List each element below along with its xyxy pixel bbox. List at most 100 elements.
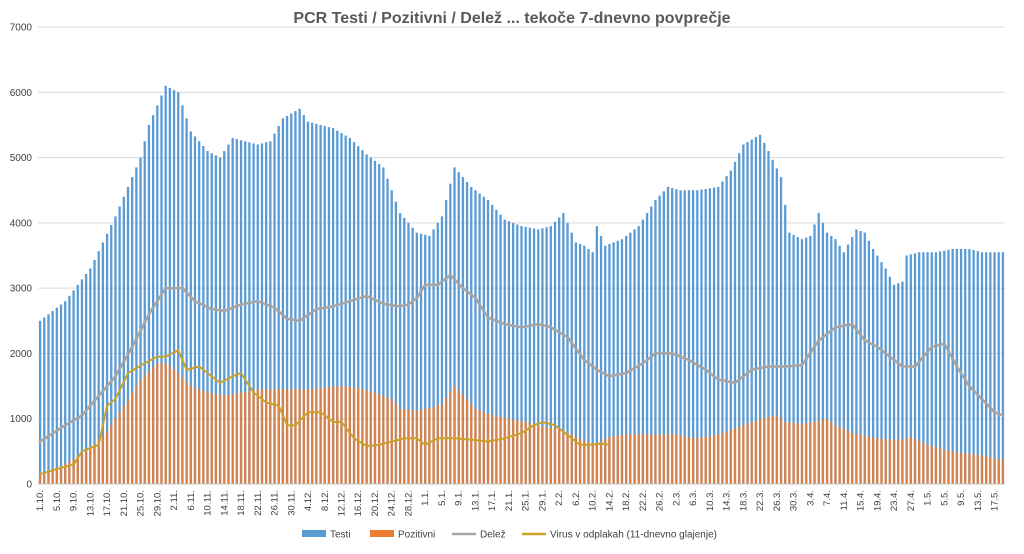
line-delez-point [473, 296, 478, 300]
line-delez-point [205, 305, 210, 309]
legend-item: Delež [452, 530, 506, 541]
line-delez-point [503, 322, 507, 326]
line-delez-point [565, 335, 570, 339]
bar-pozitivni [76, 456, 79, 484]
bar-pozitivni [331, 386, 335, 484]
bar-testi [913, 253, 917, 484]
line-delez-point [720, 378, 725, 382]
bar-pozitivni [210, 393, 213, 484]
bar-pozitivni [708, 436, 712, 484]
bar-testi [93, 259, 96, 484]
bar-pozitivni [357, 388, 360, 484]
line-delez-point [247, 301, 252, 305]
bar-pozitivni [704, 436, 707, 484]
bar-pozitivni [72, 458, 75, 484]
bar-pozitivni [813, 421, 816, 484]
x-tick-label: 2.3. [671, 490, 682, 506]
bar-testi [281, 118, 285, 485]
bar-pozitivni [336, 386, 339, 484]
line-delez-point [888, 355, 892, 359]
y-tick-label: 1000 [10, 414, 33, 425]
bar-testi [825, 232, 829, 484]
line-delez-point [197, 301, 201, 305]
bar-testi [357, 146, 360, 484]
line-delez-point [260, 301, 264, 305]
bar-pozitivni [507, 418, 511, 484]
bar-testi [457, 172, 460, 484]
x-tick-label: 4.12. [303, 490, 314, 511]
y-tick-label: 2000 [10, 349, 33, 360]
bar-testi [922, 252, 925, 484]
line-delez-point [440, 280, 444, 284]
line-delez-point [678, 355, 683, 359]
bar-testi [55, 307, 58, 484]
bar-pozitivni [587, 442, 590, 484]
bar-testi [143, 141, 146, 484]
bar-testi [867, 240, 871, 484]
line-delez-point [239, 302, 243, 307]
bar-testi [486, 200, 490, 484]
line-delez-point [97, 394, 101, 398]
x-tick-label: 22.2. [638, 490, 649, 511]
bar-pozitivni [285, 389, 289, 484]
bar-testi [294, 111, 297, 484]
line-delez-point [457, 282, 461, 286]
line-delez-point [930, 345, 934, 349]
bar-testi [156, 105, 159, 484]
bar-testi [160, 95, 163, 485]
line-delez-point [917, 359, 921, 364]
line-delez-point [419, 289, 423, 294]
bar-testi [666, 186, 670, 484]
bar-testi [871, 248, 875, 484]
line-delez-point [632, 366, 637, 370]
bar-testi [311, 122, 314, 484]
bar-pozitivni [650, 434, 653, 484]
line-delez-point [670, 351, 674, 356]
line-delez-point [854, 327, 858, 332]
bar-pozitivni [742, 425, 745, 484]
line-delez-point [348, 299, 352, 303]
line-delez-point [310, 310, 314, 314]
bar-pozitivni [968, 453, 971, 484]
legend-swatch [302, 530, 326, 537]
bar-pozitivni [105, 431, 109, 484]
line-delez-point [574, 346, 578, 351]
bar-pozitivni [189, 386, 192, 484]
bar-testi [223, 151, 226, 485]
x-tick-label: 14.11. [219, 490, 230, 516]
line-delez-point [277, 309, 281, 314]
line-delez-point [507, 323, 511, 327]
x-tick-label: 2.11. [169, 490, 180, 510]
line-delez-point [699, 365, 704, 369]
bar-pozitivni [842, 429, 845, 484]
bar-pozitivni [817, 420, 820, 484]
bar-testi [147, 124, 151, 484]
bar-testi [574, 242, 578, 484]
bar-testi [373, 160, 377, 485]
bar-pozitivni [859, 435, 862, 484]
line-delez-point [390, 303, 394, 307]
bar-testi [436, 222, 439, 484]
y-tick-label: 7000 [10, 23, 33, 34]
bar-testi [545, 227, 548, 484]
bar-testi [465, 182, 469, 484]
bar-pozitivni [758, 418, 762, 484]
legend: Testi Pozitivni Delež Virus v odplakah (11-… [302, 530, 717, 541]
x-tick-label: 13.1. [470, 490, 481, 511]
line-delez-point [511, 324, 515, 328]
bar-pozitivni [683, 436, 686, 484]
line-delez-point [992, 410, 997, 414]
bar-pozitivni [541, 426, 544, 484]
x-tick-label: 29.1. [537, 490, 548, 511]
bar-testi [336, 130, 339, 485]
line-delez-point [272, 306, 277, 310]
bar-pozitivni [934, 447, 938, 484]
bar-testi [344, 135, 347, 484]
bar-testi [817, 213, 820, 485]
bar-testi [629, 232, 632, 484]
bar-pozitivni [444, 397, 448, 484]
bar-pozitivni [558, 428, 561, 484]
bar-pozitivni [528, 423, 532, 484]
y-tick-label: 5000 [10, 153, 33, 164]
bar-testi [901, 281, 904, 484]
